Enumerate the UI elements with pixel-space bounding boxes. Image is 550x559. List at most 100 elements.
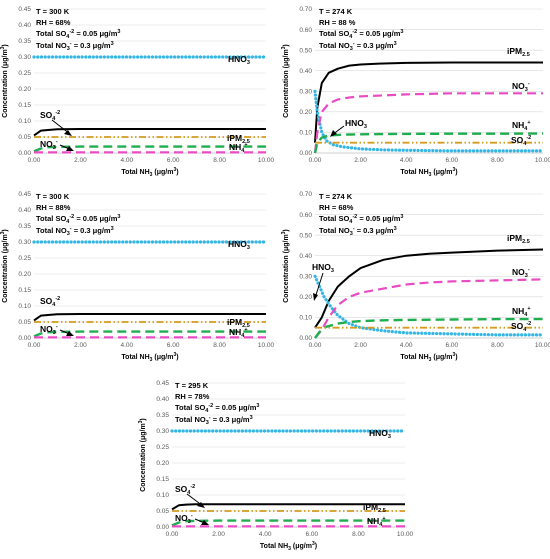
- x-axis-title: Total NH3 (μg/m3): [400, 352, 457, 363]
- y-tick-label: 0.10: [18, 303, 31, 310]
- x-tick-label: 2.00: [74, 157, 87, 164]
- annotation-sulfate-total: Total SO4-2 = 0.05 μg/m3: [36, 214, 120, 225]
- x-tick-label: 0.00: [166, 531, 179, 538]
- x-tick-label: 4.00: [120, 157, 133, 164]
- x-tick-label: 8.00: [491, 342, 504, 349]
- y-tick-label: 0.50: [299, 47, 312, 54]
- y-tick-label: 0.70: [299, 6, 312, 13]
- label-hno3: HNO3: [312, 262, 334, 274]
- annotation-sulfate-total: Total SO4-2 = 0.05 μg/m3: [319, 214, 403, 225]
- x-tick-label: 4.00: [400, 157, 413, 164]
- y-tick-label: 0.15: [18, 102, 31, 109]
- y-tick-label: 0.00: [299, 335, 312, 342]
- annotation-humidity: RH = 88%: [36, 203, 71, 212]
- y-axis-title: Concentration (μg/m3): [0, 44, 9, 118]
- y-tick-label: 0.00: [18, 150, 31, 157]
- y-tick-label: 0.40: [18, 22, 31, 29]
- series-line-ipm2-5: [314, 61, 543, 143]
- x-tick-label: 4.00: [400, 342, 413, 349]
- annotation-nitrate-total: Total NO3- = 0.3 μg/m3: [36, 226, 114, 237]
- x-tick-label: 6.00: [305, 531, 318, 538]
- y-tick-label: 0.25: [156, 444, 169, 451]
- y-tick-label: 0.45: [18, 191, 31, 198]
- chart-5-t295-rh78: 0.00 0.05 0.10 0.15 0.20 0.25 0.30 0.35 0.40 0.45…: [138, 380, 414, 552]
- y-tick-label: 0.40: [299, 68, 312, 75]
- x-axis-title: Total NH3 (μg/m3): [121, 167, 178, 178]
- y-tick-label: 0.20: [156, 460, 169, 467]
- series-line-ipm2-5: [33, 128, 266, 137]
- y-tick-label: 0.05: [18, 319, 31, 326]
- series-line-nh4: [171, 519, 405, 527]
- label-hno3: HNO3: [228, 239, 250, 251]
- series-line-hno3: [313, 89, 545, 153]
- x-tick-label: 10.00: [258, 342, 275, 349]
- y-tick-label: 0.25: [18, 70, 31, 77]
- x-tick-label: 0.00: [309, 157, 322, 164]
- y-tick-label: 0.10: [299, 315, 312, 322]
- y-tick-label: 0.40: [18, 207, 31, 214]
- annotation-humidity: RH = 68%: [319, 203, 354, 212]
- x-tick-label: 6.00: [167, 157, 180, 164]
- annotation-nitrate-total: Total NO3- = 0.3 μg/m3: [319, 226, 397, 237]
- y-tick-label: 0.00: [18, 335, 31, 342]
- annotation-sulfate-total: Total SO4-2 = 0.05 μg/m3: [175, 403, 259, 414]
- label-so4: SO4-2: [511, 135, 531, 147]
- label-hno3: HNO3: [369, 428, 391, 440]
- y-axis-title: Concentration (μg/m3): [138, 418, 147, 492]
- label-hno3: HNO3: [345, 118, 367, 130]
- y-tick-label: 0.60: [299, 212, 312, 219]
- y-tick-label: 0.50: [299, 232, 312, 239]
- y-tick-label: 0.40: [156, 396, 169, 403]
- y-tick-label: 0.05: [18, 134, 31, 141]
- series-line-nh4: [313, 132, 544, 154]
- y-tick-label: 0.20: [18, 271, 31, 278]
- label-ipm25: iPM2.5: [507, 46, 530, 58]
- y-tick-label: 0.35: [18, 223, 31, 230]
- annotation-sulfate-total: Total SO4-2 = 0.05 μg/m3: [36, 29, 120, 40]
- y-tick-label: 0.00: [156, 524, 169, 531]
- y-axis-title: Concentration (μg/m3): [0, 229, 9, 303]
- label-nh4: NH4+: [512, 120, 531, 132]
- x-tick-label: 10.00: [535, 342, 550, 349]
- label-nh4: NH4+: [512, 306, 531, 318]
- label-no3: NO3-: [40, 139, 58, 151]
- label-no3: NO3-: [512, 267, 530, 279]
- series-line-nh4: [33, 330, 266, 338]
- x-tick-label: 8.00: [491, 157, 504, 164]
- x-tick-label: 6.00: [167, 342, 180, 349]
- y-tick-label: 0.30: [156, 428, 169, 435]
- x-tick-label: 0.00: [28, 342, 41, 349]
- annotation-temperature: T = 295 K: [175, 381, 209, 390]
- y-tick-label: 0.20: [299, 294, 312, 301]
- label-no3: NO3-: [40, 324, 58, 336]
- series-line-no3: [313, 92, 543, 154]
- series-line-ipm2-5: [33, 313, 266, 322]
- series-line-nh4: [314, 317, 543, 339]
- series-line-nh4: [33, 145, 266, 153]
- y-tick-label: 0.30: [299, 88, 312, 95]
- label-so4: SO4-2: [175, 484, 195, 496]
- annotation-temperature: T = 300 K: [36, 7, 70, 16]
- pointer-hno3-head: [330, 130, 337, 137]
- series-line-no3: [314, 278, 544, 339]
- pointer-so4-head: [197, 502, 205, 508]
- y-tick-label: 0.15: [156, 476, 169, 483]
- label-ipm25: iPM2.5: [507, 233, 530, 245]
- y-tick-label: 0.40: [299, 253, 312, 260]
- x-tick-label: 4.00: [120, 342, 133, 349]
- chart-3-t300-rh88: 0.00 0.05 0.10 0.15 0.20 0.25 0.30 0.35 0.40 0.45…: [0, 191, 275, 363]
- annotation-sulfate-total: Total SO4-2 = 0.05 μg/m3: [319, 29, 403, 40]
- x-tick-label: 2.00: [74, 342, 87, 349]
- label-hno3: HNO3: [228, 54, 250, 66]
- x-tick-label: 10.00: [397, 531, 414, 538]
- y-tick-label: 0.35: [18, 38, 31, 45]
- x-tick-label: 6.00: [445, 157, 458, 164]
- series-line-ipm2-5: [171, 503, 405, 511]
- annotation-nitrate-total: Total NO3- = 0.3 μg/m3: [175, 415, 253, 426]
- chart-1-t300-rh68: 0.00 0.05 0.10 0.15 0.20 0.25 0.30 0.35 0.40 0.45…: [0, 6, 275, 178]
- annotation-temperature: T = 274 K: [319, 7, 353, 16]
- x-tick-label: 10.00: [535, 157, 550, 164]
- y-tick-label: 0.00: [299, 150, 312, 157]
- pointer-so4-head: [64, 130, 72, 136]
- y-tick-label: 0.70: [299, 191, 312, 198]
